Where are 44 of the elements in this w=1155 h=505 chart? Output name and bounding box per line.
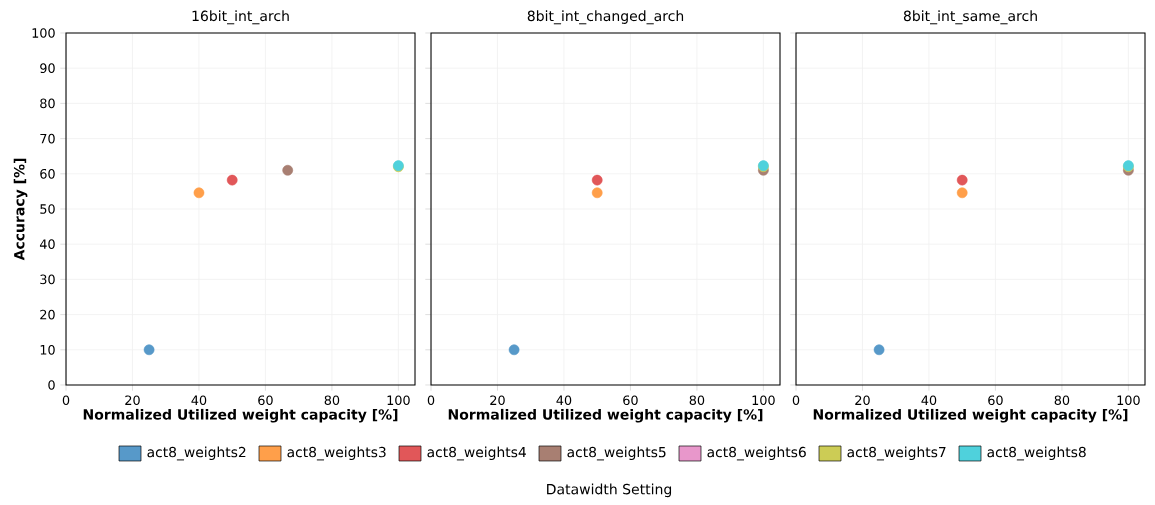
y-tick-label: 10 bbox=[40, 344, 55, 355]
x-tick-label: 100 bbox=[1117, 395, 1140, 406]
legend-label: act8_weights7 bbox=[847, 446, 946, 461]
x-tick-label: 40 bbox=[191, 395, 207, 406]
legend-label: act8_weights6 bbox=[707, 446, 806, 461]
x-tick-label: 0 bbox=[427, 395, 435, 406]
y-axis-title: Accuracy [%] bbox=[13, 158, 28, 261]
x-axis-title: Normalized Utilized weight capacity [%] bbox=[813, 408, 1128, 423]
chart-title: 8bit_int_same_arch bbox=[903, 10, 1037, 25]
y-tick-label: 70 bbox=[40, 133, 55, 144]
x-axis-title: Normalized Utilized weight capacity [%] bbox=[448, 408, 763, 423]
x-tick-label: 20 bbox=[125, 395, 140, 406]
x-tick-label: 40 bbox=[921, 395, 937, 406]
legend-label: act8_weights4 bbox=[427, 446, 526, 461]
y-tick-label: 90 bbox=[40, 63, 55, 74]
x-tick-label: 100 bbox=[752, 395, 775, 406]
x-tick-label: 40 bbox=[556, 395, 572, 406]
y-tick-label: 50 bbox=[40, 204, 55, 214]
x-tick-label: 80 bbox=[689, 395, 705, 406]
y-tick-label: 40 bbox=[39, 239, 55, 250]
x-tick-label: 80 bbox=[1054, 395, 1070, 406]
legend-label: act8_weights5 bbox=[567, 446, 666, 461]
y-tick-label: 80 bbox=[40, 98, 55, 109]
chart-title: 8bit_int_changed_arch bbox=[527, 10, 684, 25]
x-tick-label: 60 bbox=[988, 395, 1003, 406]
legend-label: act8_weights8 bbox=[987, 446, 1086, 461]
y-tick-label: 60 bbox=[40, 168, 55, 179]
x-tick-label: 0 bbox=[792, 395, 800, 406]
y-tick-label: 100 bbox=[32, 28, 55, 38]
x-tick-label: 80 bbox=[324, 395, 340, 406]
x-tick-label: 0 bbox=[62, 395, 70, 406]
x-tick-label: 60 bbox=[623, 395, 638, 406]
x-tick-label: 20 bbox=[855, 395, 870, 406]
legend-label: act8_weights3 bbox=[287, 446, 386, 461]
chart-title: 16bit_int_arch bbox=[192, 10, 289, 25]
x-tick-label: 20 bbox=[490, 395, 505, 406]
x-tick-label: 100 bbox=[387, 395, 410, 406]
y-tick-label: 30 bbox=[40, 274, 55, 285]
x-tick-label: 60 bbox=[258, 395, 273, 406]
y-tick-label: 20 bbox=[40, 309, 55, 320]
legend-label: act8_weights2 bbox=[147, 446, 246, 461]
legend-title: Datawidth Setting bbox=[547, 483, 672, 498]
y-tick-label: 0 bbox=[48, 380, 55, 390]
x-axis-title: Normalized Utilized weight capacity [%] bbox=[83, 408, 398, 423]
